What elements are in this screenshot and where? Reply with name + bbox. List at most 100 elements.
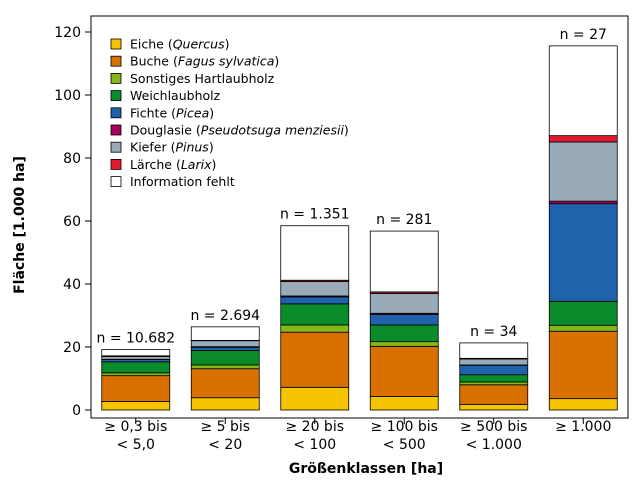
bar-segment-sonstiges-hartlaubholz (548, 324, 618, 332)
legend-item: Eiche (Quercus) (110, 37, 230, 52)
legend-label: Kiefer (Pinus) (130, 140, 214, 155)
legend-item: Weichlaubholz (110, 88, 221, 103)
legend-item: Kiefer (Pinus) (110, 140, 214, 155)
bar-segment-sonstiges-hartlaubholz (459, 381, 529, 386)
x-axis: ≥ 0,3 bis < 5,0 ≥ 5 bis < 20 ≥ 20 bis < 100 ≥ … (104, 418, 611, 453)
bar-segment-sonstiges-hartlaubholz (190, 364, 260, 370)
legend-label: Douglasie (Pseudotsuga menziesii) (130, 123, 349, 138)
bar-segment-weichlaubholz (548, 300, 618, 326)
bar-segment-fichte (190, 346, 260, 351)
legend-label: Weichlaubholz (130, 88, 221, 103)
y-tick-label: 20 (63, 340, 81, 356)
legend-swatch (110, 158, 122, 170)
bar-segment-weichlaubholz (190, 350, 260, 366)
bar-segment-sonstiges-hartlaubholz (369, 341, 439, 347)
y-tick-label: 100 (54, 88, 81, 104)
bar-segment-kiefer (190, 340, 260, 348)
legend-swatch (110, 55, 122, 67)
y-tick-label: 80 (63, 151, 81, 167)
y-tick-label: 0 (72, 403, 81, 419)
legend-item: Buche (Fagus sylvatica) (110, 54, 279, 69)
n-label: n = 281 (376, 212, 432, 228)
x-tick-label: < 1.000 (466, 437, 522, 453)
x-tick-label: ≥ 1.000 (555, 419, 611, 435)
legend-item: Lärche (Larix) (110, 157, 216, 172)
y-tick-label: 40 (63, 277, 81, 293)
bar-segment-eiche (280, 386, 350, 411)
legend-item: Fichte (Picea) (110, 105, 214, 120)
y-axis-title: Fläche [1.000 ha] (12, 156, 28, 294)
x-tick-label: < 20 (208, 437, 242, 453)
legend-label: Fichte (Picea) (130, 105, 214, 120)
bar-segment-eiche (369, 396, 439, 411)
x-tick-label: ≥ 100 bis (371, 419, 438, 435)
n-label: n = 2.694 (190, 308, 260, 324)
n-label: n = 34 (470, 324, 517, 340)
legend-swatch (110, 141, 122, 153)
bar-segment-kiefer (548, 141, 618, 202)
x-tick-label: ≥ 0,3 bis (104, 419, 167, 435)
legend-swatch (110, 90, 122, 101)
legend-item: Douglasie (Pseudotsuga menziesii) (110, 123, 349, 138)
x-tick-label: ≥ 20 bis (285, 419, 344, 435)
bar-stack (369, 230, 439, 411)
bar-stack (190, 326, 260, 411)
bar-segment-fichte (369, 314, 439, 326)
bar-segment-information-fehlt (369, 230, 439, 293)
legend-label: Lärche (Larix) (130, 157, 216, 172)
bars-layer (101, 45, 618, 411)
legend-swatch (110, 38, 122, 50)
n-label: n = 27 (560, 27, 607, 43)
bar-segment-buche (101, 375, 171, 402)
bar-segment-eiche (101, 401, 171, 411)
bar-segment-kiefer (101, 356, 171, 360)
n-label: n = 1.351 (280, 207, 350, 223)
bar-segment-weichlaubholz (369, 324, 439, 343)
bar-segment-fichte (280, 296, 350, 305)
n-labels: n = 10.682 n = 2.694 n = 1.351 n = 281 n = 3… (97, 27, 607, 347)
y-axis: 0 20 40 60 80 100 120 (54, 25, 91, 419)
legend-label: Buche (Fagus sylvatica) (130, 54, 279, 69)
bar-stack (548, 45, 618, 411)
legend-label: Sonstiges Hartlaubholz (130, 71, 275, 86)
plot-area (90, 15, 629, 419)
bar-stack (280, 225, 350, 411)
legend-item: Sonstiges Hartlaubholz (110, 71, 275, 86)
bar-segment-information-fehlt (548, 45, 618, 137)
x-tick-label: < 5,0 (117, 437, 155, 453)
bar-segment-information-fehlt (459, 342, 529, 359)
x-tick-label: ≥ 500 bis (460, 419, 527, 435)
bar-segment-information-fehlt (101, 349, 171, 357)
x-tick-label: < 500 (383, 437, 426, 453)
bar-segment-fichte (548, 203, 618, 302)
plot-border (90, 15, 629, 419)
bar-segment-information-fehlt (280, 225, 350, 281)
bar-segment-buche (548, 330, 618, 400)
bar-segment-eiche (548, 398, 618, 411)
x-tick-label: ≥ 5 bis (200, 419, 250, 435)
bar-segment-weichlaubholz (459, 374, 529, 383)
legend-swatch (110, 176, 122, 188)
legend-swatch (110, 124, 122, 136)
n-label: n = 10.682 (97, 331, 176, 347)
x-tick-label: < 100 (293, 437, 336, 453)
legend-swatch (110, 73, 122, 84)
y-tick-label: 120 (54, 25, 81, 41)
bar-segment-information-fehlt (190, 326, 260, 341)
bar-segment-eiche (190, 397, 260, 411)
x-axis-title: Größenklassen [ha] (289, 461, 443, 477)
legend-item: Information fehlt (110, 174, 235, 189)
legend: Eiche (Quercus) Buche (Fagus sylvatica) So… (110, 37, 349, 189)
bar-segment-weichlaubholz (280, 303, 350, 326)
legend-label: Eiche (Quercus) (130, 37, 230, 52)
bar-segment-weichlaubholz (101, 361, 171, 374)
legend-swatch (110, 107, 122, 119)
bar-stack (101, 349, 171, 411)
bar-segment-eiche (459, 403, 529, 411)
bar-segment-kiefer (369, 293, 439, 314)
bar-segment-buche (280, 331, 350, 388)
y-tick-label: 60 (63, 214, 81, 230)
bar-segment-sonstiges-hartlaubholz (101, 372, 171, 377)
